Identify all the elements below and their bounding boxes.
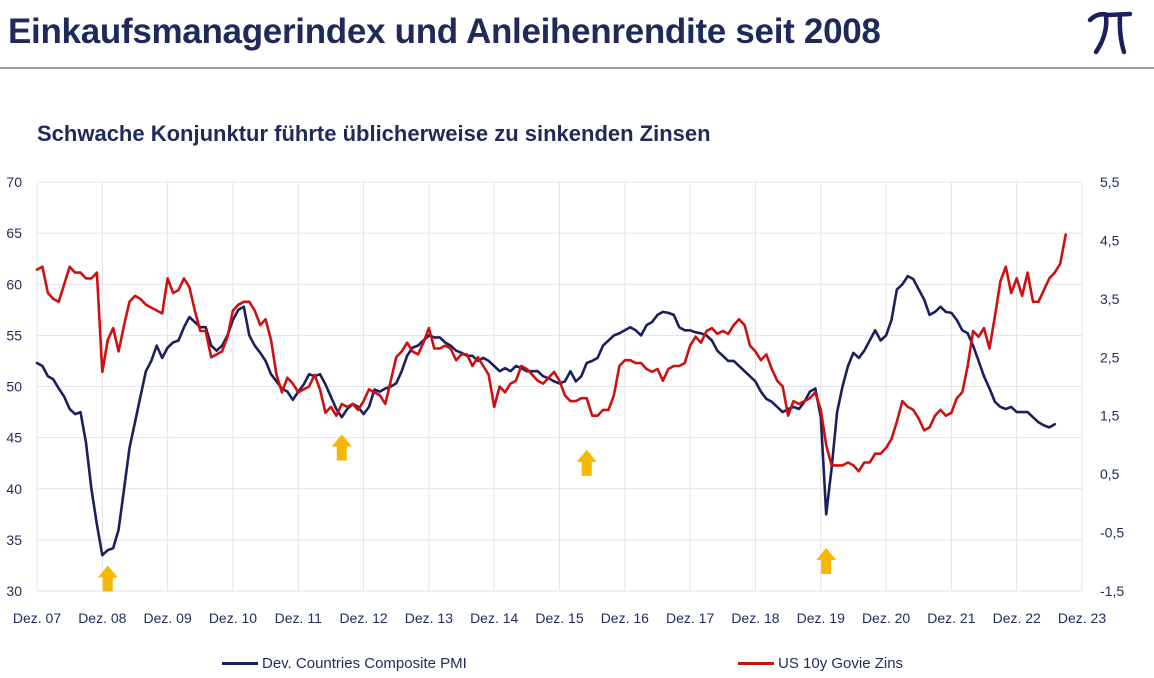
x-tick-label: Dez. 18 [731, 610, 779, 626]
x-tick-label: Dez. 22 [993, 610, 1041, 626]
series-line-pmi [35, 274, 1057, 557]
right-tick-label: 1,5 [1100, 408, 1120, 424]
right-tick-label: 5,5 [1100, 174, 1120, 190]
left-tick-label: 50 [6, 379, 22, 395]
legend-item-yield: US 10y Govie Zins [738, 652, 903, 674]
chart-title: Schwache Konjunktur führte üblicherweise… [37, 121, 711, 146]
left-tick-label: 45 [6, 430, 22, 446]
left-tick-label: 55 [6, 327, 22, 343]
right-tick-label: -0,5 [1100, 525, 1124, 541]
right-tick-label: 2,5 [1100, 349, 1120, 365]
header-divider [0, 67, 1154, 69]
pi-logo [1087, 11, 1133, 55]
x-tick-label: Dez. 13 [405, 610, 453, 626]
x-tick-label: Dez. 17 [666, 610, 714, 626]
legend-swatch-pmi [222, 661, 258, 665]
left-tick-label: 60 [6, 276, 22, 292]
x-tick-label: Dez. 09 [144, 610, 192, 626]
x-tick-label: Dez. 20 [862, 610, 910, 626]
legend-swatch-yield [738, 661, 774, 665]
x-tick-label: Dez. 15 [535, 610, 583, 626]
up-arrow-icon [97, 565, 118, 592]
x-tick-label: Dez. 12 [339, 610, 387, 626]
left-tick-label: 30 [6, 583, 22, 599]
x-tick-label: Dez. 07 [13, 610, 61, 626]
left-tick-label: 65 [6, 225, 22, 241]
up-arrow-icon [816, 548, 837, 575]
right-tick-label: 0,5 [1100, 466, 1120, 482]
x-tick-label: Dez. 14 [470, 610, 518, 626]
right-tick-label: -1,5 [1100, 583, 1124, 599]
legend-item-pmi: Dev. Countries Composite PMI [222, 652, 467, 674]
x-tick-label: Dez. 10 [209, 610, 257, 626]
right-tick-label: 3,5 [1100, 291, 1120, 307]
legend-label-yield: US 10y Govie Zins [778, 654, 904, 672]
x-tick-label: Dez. 08 [78, 610, 126, 626]
up-arrow-icon [331, 434, 352, 461]
x-tick-label: Dez. 23 [1058, 610, 1106, 626]
x-tick-label: Dez. 21 [927, 610, 975, 626]
x-tick-label: Dez. 19 [797, 610, 845, 626]
x-tick-label: Dez. 11 [275, 610, 322, 626]
series-line-yield [35, 233, 1067, 473]
page-title: Einkaufsmanagerindex und Anleihenrendite… [8, 12, 881, 51]
left-tick-label: 35 [6, 532, 22, 548]
up-arrow-icon [576, 449, 597, 476]
right-tick-label: 4,5 [1100, 232, 1120, 248]
left-tick-label: 40 [6, 481, 22, 497]
legend-label-pmi: Dev. Countries Composite PMI [262, 654, 467, 672]
left-tick-label: 70 [6, 174, 22, 190]
x-tick-label: Dez. 16 [601, 610, 649, 626]
header: Einkaufsmanagerindex und Anleihenrendite… [0, 0, 1154, 69]
